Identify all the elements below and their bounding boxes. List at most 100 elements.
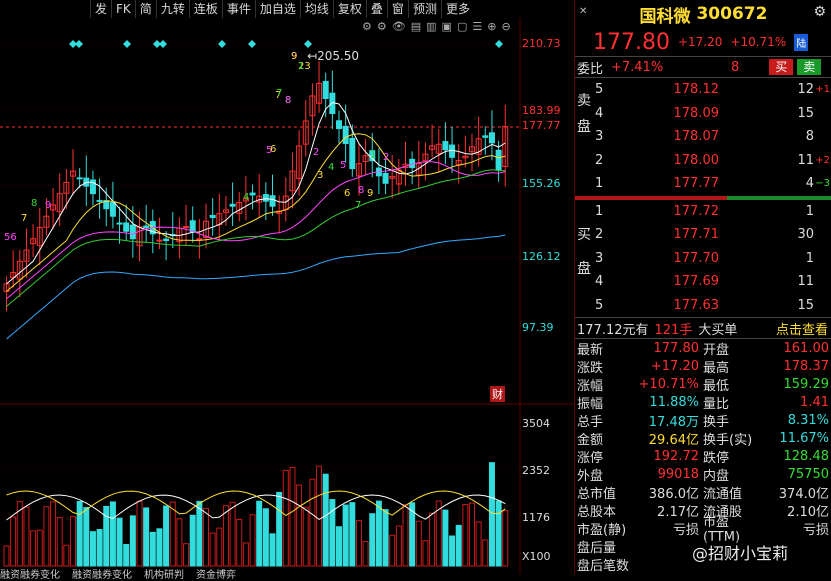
ma-line-20	[6, 161, 506, 300]
candle-body	[349, 137, 356, 170]
toolbar-item[interactable]: 均线	[299, 0, 333, 18]
ask-row[interactable]: 2 178.00 11 +2	[575, 149, 831, 173]
sequence-label: 1	[298, 61, 304, 72]
stat-label: 金额	[577, 432, 604, 448]
stat-value: +10.71%	[638, 376, 699, 392]
signal-marker	[495, 40, 503, 48]
candle-body	[63, 181, 70, 194]
ask-row[interactable]: 3 178.07 8	[575, 125, 831, 149]
zoom-in-icon[interactable]: ⊕	[487, 20, 497, 33]
volume-bar	[276, 491, 283, 567]
stat-label: 振幅	[577, 396, 604, 412]
kline-chart-area[interactable]: 56 7 8 9 7 8 9 23 4 5 6 7 8 9 1 2 3 4 5 6 7 8 9 1 2 发 FK 简 九转 连板…	[0, 0, 574, 581]
watermark: @招财小宝莉	[692, 540, 789, 564]
candle-body	[262, 194, 269, 202]
sell-word-1: 卖	[577, 93, 591, 109]
ask-price: 178.07	[673, 129, 720, 145]
view-link[interactable]: 点击查看	[775, 322, 828, 338]
gear-icon[interactable]: ⚙	[376, 20, 387, 33]
chart-icon[interactable]: ▥	[426, 20, 437, 33]
finance-badge[interactable]: 财	[490, 386, 505, 402]
volume-bar	[415, 520, 422, 567]
volume-bar	[109, 501, 116, 567]
sequence-label: 5	[266, 145, 272, 156]
sequence-label: 7	[355, 200, 361, 211]
calendar-icon[interactable]: ▤	[410, 20, 422, 33]
big-order-summary: 177.12元有 121手 大买单 点击查看	[575, 317, 831, 339]
gear-icon[interactable]: ⚙	[813, 4, 826, 20]
settings-icon[interactable]: ⚙	[362, 20, 372, 33]
candle-body	[70, 170, 76, 177]
volume-bar	[362, 540, 369, 567]
close-icon[interactable]: ✕	[579, 6, 588, 17]
stat-row: 市盈(静) 亏损 市盈(TTM) 亏损	[575, 515, 831, 545]
stat-row: 总手 17.48万 换手 8.31%	[575, 411, 831, 430]
bid-row[interactable]: 4 177.69 11	[575, 270, 831, 294]
toolbar-item[interactable]: 发	[90, 0, 111, 18]
menu-icon[interactable]: ☰	[472, 20, 483, 33]
toolbar-item[interactable]: 九转	[155, 0, 189, 18]
toolbar-item[interactable]: 复权	[332, 0, 366, 18]
toolbar-item[interactable]: 连板	[188, 0, 222, 18]
volume-bar	[3, 545, 10, 567]
ask-level: 5	[595, 82, 604, 98]
toolbar-item[interactable]: 加自选	[254, 0, 300, 18]
bid-row[interactable]: 5 177.63 15	[575, 294, 831, 318]
ask-row[interactable]: 5 178.12 12 +1	[575, 78, 831, 102]
candle-body	[475, 138, 482, 155]
stat-label: 最新	[577, 342, 604, 358]
bid-row[interactable]: 3 177.70 1	[575, 247, 831, 271]
sequence-label: 4	[243, 192, 249, 203]
ask-row[interactable]: 4 178.09 15	[575, 102, 831, 126]
signal-marker	[304, 40, 312, 48]
toolbar-item[interactable]: 更多	[440, 0, 474, 18]
ask-row[interactable]: 1 177.77 4 −3	[575, 172, 831, 196]
toolbar-item[interactable]: 预测	[407, 0, 441, 18]
volume-bar	[495, 500, 502, 567]
sequence-label: 9	[45, 200, 51, 211]
buy-button[interactable]: 买	[769, 59, 794, 75]
stat-value: 192.72	[653, 448, 700, 464]
chart-toolbar: 发 FK 简 九转 连板 事件 加自选 均线 复权 叠 窗 预测 更多	[90, 0, 474, 18]
bid-row[interactable]: 1 177.72 1	[575, 200, 831, 224]
bid-row[interactable]: 2 177.71 30	[575, 223, 831, 247]
zoom-out-icon[interactable]: ⊖	[501, 20, 511, 33]
sequence-label: 7	[276, 88, 282, 99]
stat-label: 外盘	[577, 468, 604, 484]
bid-price: 177.72	[673, 203, 720, 219]
toolbar-item[interactable]: FK	[111, 0, 135, 18]
buy-word-1: 买	[577, 226, 591, 243]
candle-body	[336, 120, 342, 130]
sequence-label: 56	[4, 232, 17, 243]
volume-bar	[43, 506, 50, 567]
bid-level: 5	[595, 297, 604, 313]
candle-body	[415, 162, 422, 176]
candle-body	[129, 224, 136, 240]
toolbar-item[interactable]: 窗	[386, 0, 408, 18]
toolbar-item[interactable]: 叠	[365, 0, 387, 18]
signal-marker	[159, 40, 167, 48]
stat-label: 盘后笔数	[577, 558, 630, 574]
sell-button[interactable]: 卖	[797, 59, 822, 75]
toolbar-item[interactable]: 事件	[221, 0, 255, 18]
ask-price: 177.77	[673, 176, 720, 192]
toolbar-item[interactable]: 简	[134, 0, 156, 18]
ask-qty: 11	[797, 152, 814, 168]
stat-label-2: 最低	[703, 378, 730, 394]
eye-icon[interactable]: 👁	[391, 20, 406, 33]
candle-body	[322, 80, 329, 99]
volume-bar	[216, 527, 223, 567]
bid-level: 3	[595, 250, 604, 266]
signal-marker	[69, 40, 77, 48]
volume-bar	[189, 514, 196, 567]
volume-bar	[429, 512, 436, 567]
sequence-label: 1	[370, 150, 376, 161]
volume-bar	[183, 543, 190, 567]
image-icon[interactable]: ▣	[441, 20, 452, 33]
sequence-label: 8	[358, 185, 364, 196]
lock-icon[interactable]: ▢	[456, 20, 468, 33]
volume-bar	[116, 517, 123, 567]
stat-label-2: 内盘	[703, 468, 730, 484]
